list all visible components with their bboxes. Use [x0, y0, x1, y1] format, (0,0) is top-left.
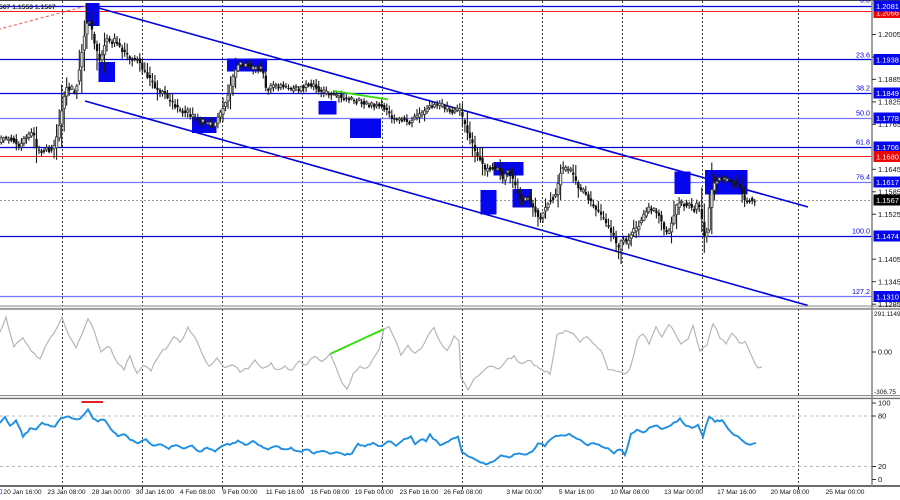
svg-text:1.2081: 1.2081: [876, 2, 899, 11]
svg-text:23.6: 23.6: [856, 51, 870, 60]
svg-text:1.1405: 1.1405: [878, 255, 900, 264]
svg-text:3 Mar 00:00: 3 Mar 00:00: [506, 489, 542, 496]
svg-text:80: 80: [878, 412, 886, 421]
svg-text:567 1.1553 1.1567: 567 1.1553 1.1567: [0, 4, 56, 11]
svg-text:19 Feb 00:00: 19 Feb 00:00: [355, 489, 394, 496]
svg-text:10 Mar 08:00: 10 Mar 08:00: [611, 489, 650, 496]
svg-text:61.8: 61.8: [856, 138, 870, 147]
svg-text:17 Mar 16:00: 17 Mar 16:00: [717, 489, 756, 496]
svg-text:1.1765: 1.1765: [878, 120, 900, 129]
svg-text:0: 0: [0, 489, 3, 496]
svg-text:1.1310: 1.1310: [876, 292, 899, 301]
svg-text:291.1149: 291.1149: [874, 311, 900, 318]
svg-text:76.4: 76.4: [856, 173, 870, 182]
svg-text:20: 20: [878, 462, 886, 471]
svg-text:1.1345: 1.1345: [878, 277, 900, 286]
svg-text:1.1825: 1.1825: [878, 98, 900, 107]
svg-text:0: 0: [878, 475, 882, 484]
svg-text:11 Feb 16:00: 11 Feb 16:00: [266, 489, 305, 496]
svg-text:100.0: 100.0: [852, 227, 870, 236]
svg-text:1.1778: 1.1778: [876, 114, 899, 123]
svg-text:1.1525: 1.1525: [878, 210, 900, 219]
svg-text:1.1617: 1.1617: [876, 178, 899, 187]
svg-text:25 Mar 00:00: 25 Mar 00:00: [826, 489, 865, 496]
svg-text:1.1849: 1.1849: [876, 89, 899, 98]
svg-text:100: 100: [878, 399, 891, 408]
svg-text:20 Jan 16:00: 20 Jan 16:00: [3, 489, 41, 496]
svg-text:1.2005: 1.2005: [878, 30, 900, 39]
svg-text:26 Feb 08:00: 26 Feb 08:00: [444, 489, 483, 496]
svg-text:-306.75: -306.75: [874, 389, 896, 396]
svg-text:1.1885: 1.1885: [878, 75, 900, 84]
svg-text:1.1585: 1.1585: [878, 188, 900, 197]
svg-text:23 Feb 16:00: 23 Feb 16:00: [400, 489, 439, 496]
svg-text:23 Jan 08:00: 23 Jan 08:00: [47, 489, 85, 496]
svg-text:28 Jan 00:00: 28 Jan 00:00: [92, 489, 130, 496]
svg-text:30 Jan 16:00: 30 Jan 16:00: [136, 489, 174, 496]
svg-text:1.1567: 1.1567: [876, 196, 899, 205]
svg-text:50.0: 50.0: [856, 109, 870, 118]
svg-text:16 Feb 08:00: 16 Feb 08:00: [311, 489, 350, 496]
svg-text:1.1706: 1.1706: [876, 143, 899, 152]
svg-text:127.2: 127.2: [852, 287, 870, 296]
svg-text:1.1680: 1.1680: [876, 152, 899, 161]
svg-text:1.2066: 1.2066: [876, 8, 899, 17]
svg-text:13 Mar 00:00: 13 Mar 00:00: [664, 489, 703, 496]
svg-text:1.1938: 1.1938: [876, 55, 899, 64]
svg-text:1.1474: 1.1474: [876, 232, 899, 241]
svg-text:0.00: 0.00: [878, 348, 892, 357]
svg-text:1.1645: 1.1645: [878, 165, 900, 174]
svg-text:0.0: 0.0: [860, 0, 870, 5]
svg-text:20 Mar 08:00: 20 Mar 08:00: [771, 489, 810, 496]
svg-text:38.2: 38.2: [856, 84, 870, 93]
svg-text:1.1285: 1.1285: [878, 300, 900, 309]
svg-text:9 Feb 00:00: 9 Feb 00:00: [222, 489, 258, 496]
svg-text:5 Mar 16:00: 5 Mar 16:00: [559, 489, 595, 496]
svg-text:4 Feb 08:00: 4 Feb 08:00: [180, 489, 216, 496]
